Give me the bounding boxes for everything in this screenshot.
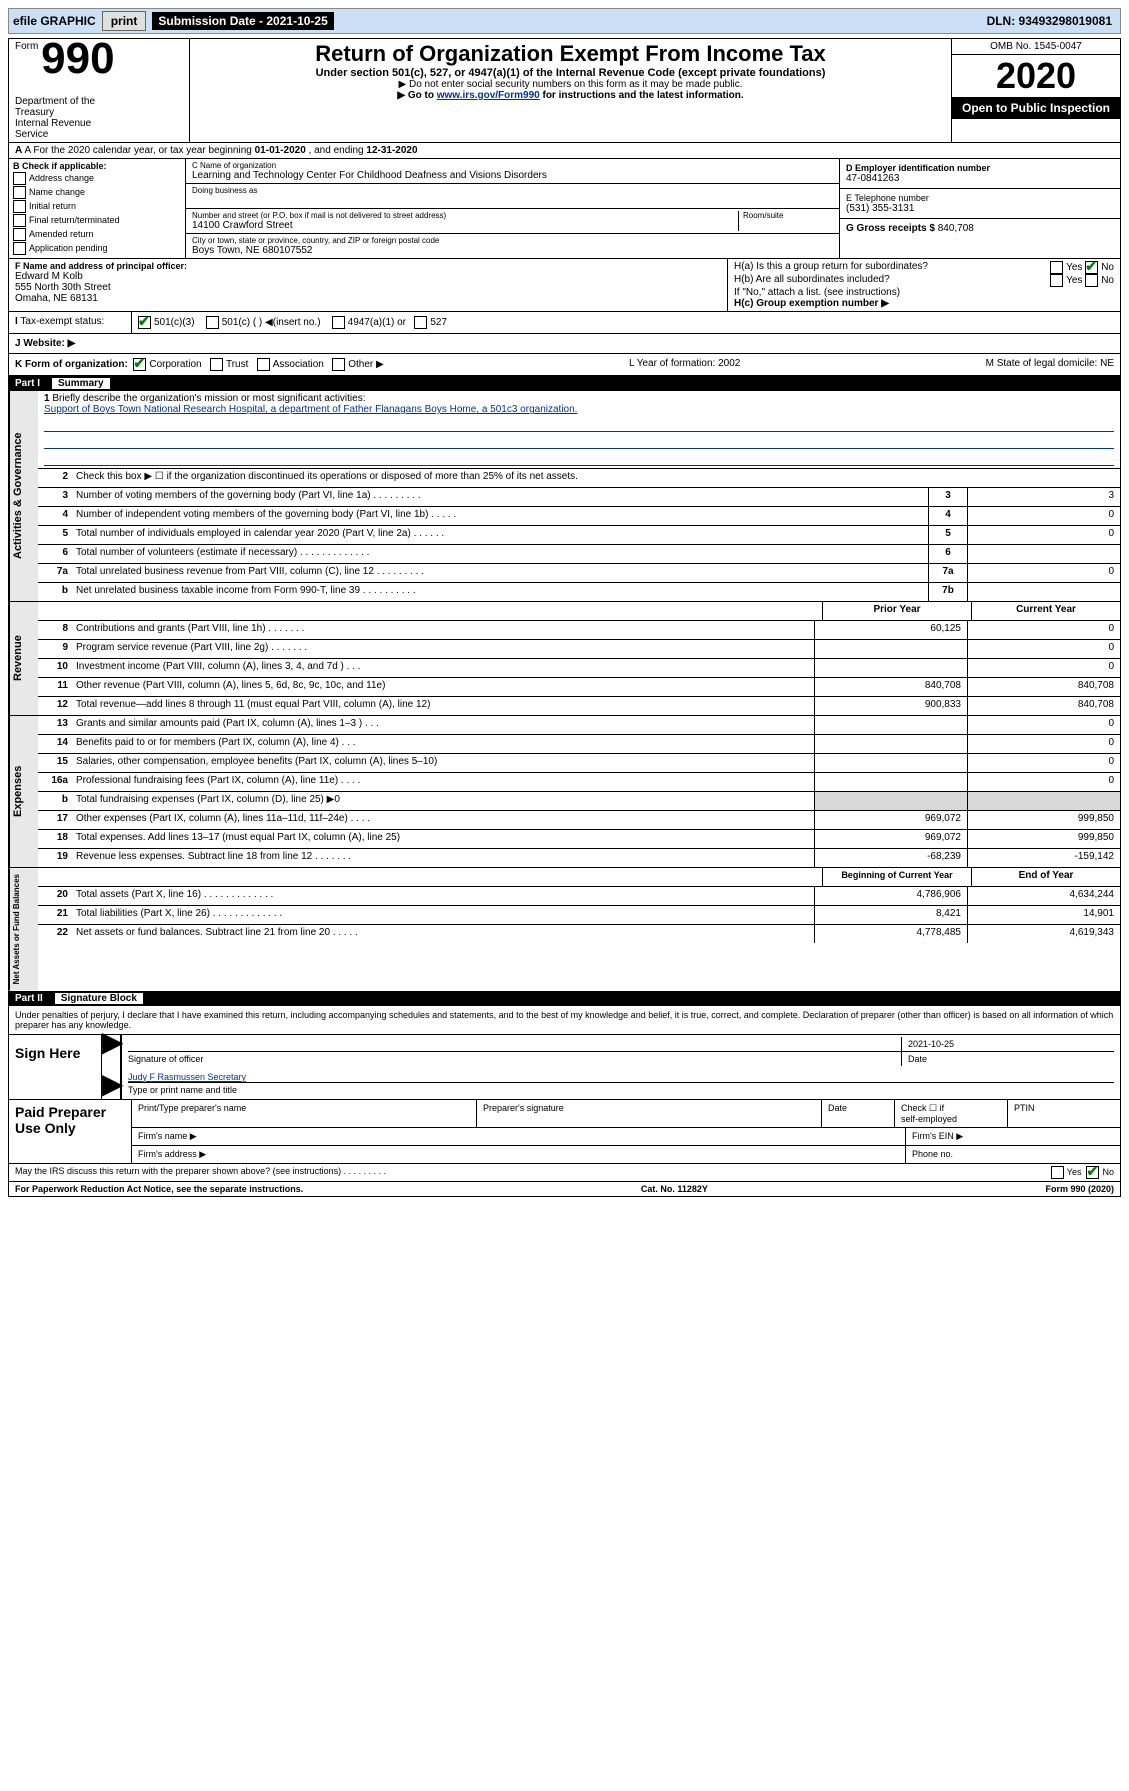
paid-preparer-block: Paid Preparer Use Only Print/Type prepar… <box>9 1100 1120 1164</box>
line-17: 17Other expenses (Part IX, column (A), l… <box>38 811 1120 830</box>
summary-line-3: 3Number of voting members of the governi… <box>38 488 1120 507</box>
box-c-city: City or town, state or province, country… <box>186 234 839 258</box>
form-990: Form 990 Department of theTreasuryIntern… <box>8 38 1121 1197</box>
chk-address-change[interactable]: Address change <box>13 172 181 185</box>
print-button[interactable]: print <box>102 11 147 31</box>
line-9: 9Program service revenue (Part VIII, lin… <box>38 640 1120 659</box>
col-b-checkboxes: B Check if applicable: Address change Na… <box>9 159 186 258</box>
box-e-phone: E Telephone number (531) 355-3131 <box>840 189 1120 219</box>
box-d-ein: D Employer identification number 47-0841… <box>840 159 1120 189</box>
row-a-tax-year: A A For the 2020 calendar year, or tax y… <box>9 143 1120 159</box>
row-i-options: 501(c)(3) 501(c) ( ) ◀(insert no.) 4947(… <box>132 312 1120 333</box>
line-b: bTotal fundraising expenses (Part IX, co… <box>38 792 1120 811</box>
box-f-officer: F Name and address of principal officer:… <box>9 259 728 311</box>
line-10: 10Investment income (Part VIII, column (… <box>38 659 1120 678</box>
penalties-text: Under penalties of perjury, I declare th… <box>9 1006 1120 1034</box>
efile-label: efile GRAPHIC <box>13 14 96 28</box>
part-i-header: Part I Summary <box>9 376 1120 391</box>
line-15: 15Salaries, other compensation, employee… <box>38 754 1120 773</box>
form-id-block: Form 990 Department of theTreasuryIntern… <box>9 39 190 142</box>
box-g-gross: G Gross receipts $ 840,708 <box>840 219 1120 238</box>
box-c-street: Number and street (or P.O. box if mail i… <box>186 209 839 234</box>
mission-text[interactable]: Support of Boys Town National Research H… <box>44 404 577 415</box>
box-h-group: H(a) Is this a group return for subordin… <box>728 259 1120 311</box>
row-i-label: I Tax-exempt status: <box>9 312 132 333</box>
irs-link[interactable]: www.irs.gov/Form990 <box>437 90 540 101</box>
form-title-block: Return of Organization Exempt From Incom… <box>190 39 952 142</box>
officer-name[interactable]: Judy F Rasmussen Secretary <box>128 1072 246 1082</box>
row-j-website: J Website: ▶ <box>9 334 1120 353</box>
chk-amended-return[interactable]: Amended return <box>13 228 181 241</box>
footer-row: For Paperwork Reduction Act Notice, see … <box>9 1182 1120 1196</box>
line-11: 11Other revenue (Part VIII, column (A), … <box>38 678 1120 697</box>
chk-initial-return[interactable]: Initial return <box>13 200 181 213</box>
line-19: 19Revenue less expenses. Subtract line 1… <box>38 849 1120 867</box>
line-12: 12Total revenue—add lines 8 through 11 (… <box>38 697 1120 715</box>
dept-label: Department of theTreasuryInternal Revenu… <box>15 96 183 140</box>
part-ii-header: Part II Signature Block <box>9 991 1120 1006</box>
year-block: OMB No. 1545-0047 2020 Open to Public In… <box>952 39 1120 142</box>
chk-final-return[interactable]: Final return/terminated <box>13 214 181 227</box>
box-c-name: C Name of organization Learning and Tech… <box>186 159 839 184</box>
line-8: 8Contributions and grants (Part VIII, li… <box>38 621 1120 640</box>
line-20: 20Total assets (Part X, line 16) . . . .… <box>38 887 1120 906</box>
submission-date: Submission Date - 2021-10-25 <box>152 12 333 30</box>
line-13: 13Grants and similar amounts paid (Part … <box>38 716 1120 735</box>
irs-discuss-row: May the IRS discuss this return with the… <box>9 1164 1120 1182</box>
vtab-net-assets: Net Assets or Fund Balances <box>9 868 38 990</box>
chk-name-change[interactable]: Name change <box>13 186 181 199</box>
vtab-activities-governance: Activities & Governance <box>9 391 38 601</box>
sign-arrow-icon: ▶▶ <box>102 1035 122 1099</box>
row-k: K Form of organization: Corporation Trus… <box>9 354 1120 376</box>
summary-line-5: 5Total number of individuals employed in… <box>38 526 1120 545</box>
box-c-dba: Doing business as <box>186 184 839 209</box>
line-18: 18Total expenses. Add lines 13–17 (must … <box>38 830 1120 849</box>
line-21: 21Total liabilities (Part X, line 26) . … <box>38 906 1120 925</box>
summary-line-b: bNet unrelated business taxable income f… <box>38 583 1120 601</box>
summary-line-4: 4Number of independent voting members of… <box>38 507 1120 526</box>
summary-line-7a: 7aTotal unrelated business revenue from … <box>38 564 1120 583</box>
line-14: 14Benefits paid to or for members (Part … <box>38 735 1120 754</box>
dln-label: DLN: 93493298019081 <box>987 14 1116 28</box>
line-1-mission: 1 Briefly describe the organization's mi… <box>38 391 1120 469</box>
line-22: 22Net assets or fund balances. Subtract … <box>38 925 1120 943</box>
line-16a: 16aProfessional fundraising fees (Part I… <box>38 773 1120 792</box>
sign-here-block: Sign Here ▶▶ 2021-10-25 Signature of off… <box>9 1034 1120 1100</box>
summary-line-2: 2Check this box ▶ ☐ if the organization … <box>38 469 1120 488</box>
vtab-expenses: Expenses <box>9 716 38 867</box>
top-toolbar: efile GRAPHIC print Submission Date - 20… <box>8 8 1121 34</box>
summary-line-6: 6Total number of volunteers (estimate if… <box>38 545 1120 564</box>
chk-application-pending[interactable]: Application pending <box>13 242 181 255</box>
vtab-revenue: Revenue <box>9 602 38 715</box>
